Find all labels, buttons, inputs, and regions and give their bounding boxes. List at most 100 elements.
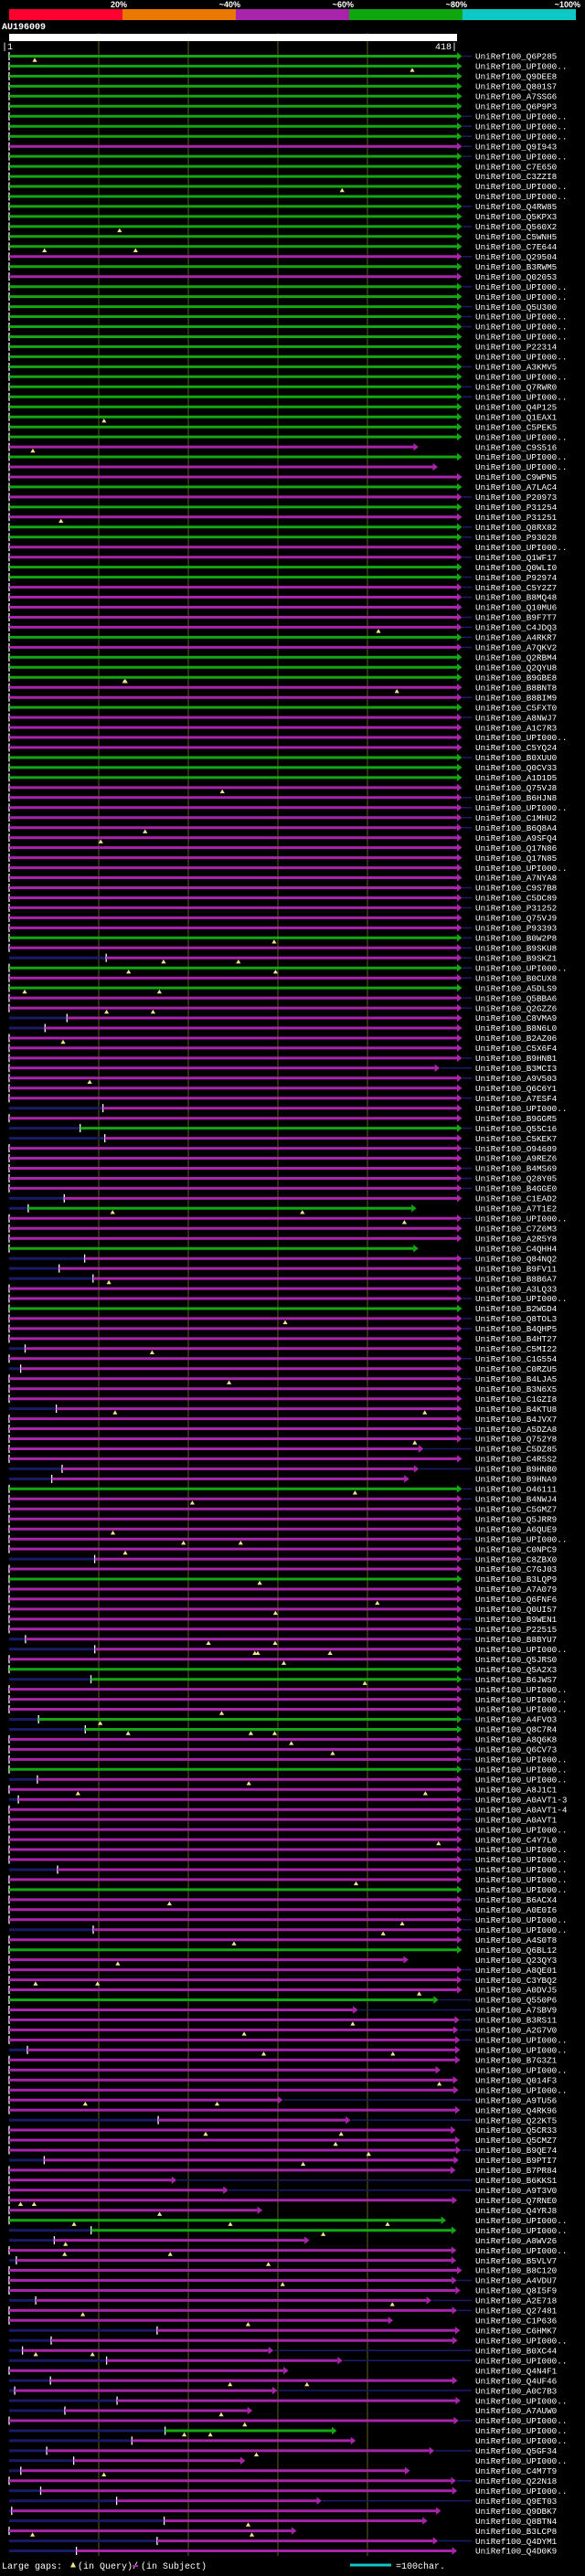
svg-text:UniRef100_C4JDQ3: UniRef100_C4JDQ3	[475, 623, 557, 633]
svg-text:UniRef100_Q02053: UniRef100_Q02053	[475, 272, 557, 282]
svg-text:UniRef100_B9FV11: UniRef100_B9FV11	[475, 1264, 558, 1274]
svg-text:UniRef100_Q2RBM4: UniRef100_Q2RBM4	[475, 653, 558, 663]
svg-text:UniRef100_Q5U300: UniRef100_Q5U300	[475, 302, 557, 313]
svg-text:UniRef100_B9SKZ1: UniRef100_B9SKZ1	[475, 953, 558, 963]
svg-text:UniRef100_Q9DBK7: UniRef100_Q9DBK7	[475, 2507, 557, 2517]
svg-text:UniRef100_C5YQ24: UniRef100_C5YQ24	[475, 743, 558, 753]
svg-text:UniRef100_UPI000..: UniRef100_UPI000..	[475, 2396, 567, 2406]
svg-text:UniRef100_Q17N86: UniRef100_Q17N86	[475, 843, 557, 853]
svg-text:UniRef100_Q4D0K9: UniRef100_Q4D0K9	[475, 2547, 557, 2557]
svg-text:UniRef100_Q55C16: UniRef100_Q55C16	[475, 1124, 557, 1134]
svg-text:UniRef100_A8NWJ7: UniRef100_A8NWJ7	[475, 713, 557, 723]
svg-text:UniRef100_UPI000..: UniRef100_UPI000..	[475, 1104, 567, 1114]
svg-text:UniRef100_B8C120: UniRef100_B8C120	[475, 2266, 557, 2276]
svg-text:UniRef100_Q4N4F1: UniRef100_Q4N4F1	[475, 2366, 558, 2376]
svg-text:UniRef100_Q5JRS0: UniRef100_Q5JRS0	[475, 1655, 557, 1665]
svg-text:UniRef100_UPI000..: UniRef100_UPI000..	[475, 292, 567, 302]
svg-text:Large gaps:: Large gaps:	[2, 2562, 62, 2572]
svg-text:UniRef100_B9GGR5: UniRef100_B9GGR5	[475, 1114, 557, 1124]
svg-text:UniRef100_B9WEN1: UniRef100_B9WEN1	[475, 1615, 558, 1625]
svg-text:UniRef100_B8BNT8: UniRef100_B8BNT8	[475, 683, 557, 693]
svg-text:UniRef100_A1D1D5: UniRef100_A1D1D5	[475, 773, 557, 783]
svg-text:UniRef100_C5GMZ7: UniRef100_C5GMZ7	[475, 1505, 557, 1515]
svg-text:UniRef100_Q014F3: UniRef100_Q014F3	[475, 2075, 557, 2085]
svg-text:UniRef100_C8VMA9: UniRef100_C8VMA9	[475, 1013, 557, 1023]
svg-text:UniRef100_UPI000..: UniRef100_UPI000..	[475, 1534, 567, 1544]
svg-text:UniRef100_Q5BBA6: UniRef100_Q5BBA6	[475, 993, 557, 1003]
svg-text:UniRef100_Q5CR33: UniRef100_Q5CR33	[475, 2125, 557, 2136]
svg-text:UniRef100_A7A079: UniRef100_A7A079	[475, 1585, 557, 1595]
svg-text:UniRef100_Q8I5F9: UniRef100_Q8I5F9	[475, 2286, 557, 2296]
svg-text:UniRef100_C6HMK7: UniRef100_C6HMK7	[475, 2327, 557, 2337]
svg-text:UniRef100_Q5CMZ7: UniRef100_Q5CMZ7	[475, 2136, 557, 2146]
svg-text:UniRef100_Q9I943: UniRef100_Q9I943	[475, 142, 557, 152]
svg-text:UniRef100_UPI000..: UniRef100_UPI000..	[475, 2337, 567, 2347]
svg-text:UniRef100_A7NYA8: UniRef100_A7NYA8	[475, 874, 557, 884]
svg-text:UniRef100_Q4RW85: UniRef100_Q4RW85	[475, 202, 557, 212]
svg-text:UniRef100_UPI000..: UniRef100_UPI000..	[475, 353, 567, 363]
svg-text:UniRef100_UPI000..: UniRef100_UPI000..	[475, 282, 567, 292]
svg-text:UniRef100_A7AUW0: UniRef100_A7AUW0	[475, 2406, 557, 2416]
svg-text:UniRef100_Q8TOL3: UniRef100_Q8TOL3	[475, 1314, 557, 1324]
svg-text:UniRef100_C9WPN5: UniRef100_C9WPN5	[475, 472, 557, 482]
svg-text:UniRef100_UPI000..: UniRef100_UPI000..	[475, 2226, 567, 2236]
svg-text:UniRef100_UPI000..: UniRef100_UPI000..	[475, 1855, 567, 1865]
svg-text:UniRef100_A9REZ6: UniRef100_A9REZ6	[475, 1154, 557, 1164]
svg-text:UniRef100_Q4P125: UniRef100_Q4P125	[475, 402, 557, 412]
svg-text:UniRef100_O46111: UniRef100_O46111	[475, 1485, 558, 1495]
svg-text:UniRef100_UPI000..: UniRef100_UPI000..	[475, 1695, 567, 1705]
svg-text:UniRef100_UPI000..: UniRef100_UPI000..	[475, 1825, 567, 1835]
svg-text:UniRef100_Q23QY3: UniRef100_Q23QY3	[475, 1956, 557, 1966]
svg-text:UniRef100_B4KTU8: UniRef100_B4KTU8	[475, 1405, 557, 1415]
svg-text:UniRef100_Q6CV73: UniRef100_Q6CV73	[475, 1745, 557, 1755]
svg-text:UniRef100_C7Z6M3: UniRef100_C7Z6M3	[475, 1224, 557, 1235]
svg-text:UniRef100_B3RWM5: UniRef100_B3RWM5	[475, 262, 557, 272]
svg-text:UniRef100_B4MS69: UniRef100_B4MS69	[475, 1164, 557, 1174]
svg-text:UniRef100_A3KMV5: UniRef100_A3KMV5	[475, 363, 557, 373]
svg-text:UniRef100_C5KEK7: UniRef100_C5KEK7	[475, 1134, 557, 1144]
svg-text:UniRef100_B4LJA5: UniRef100_B4LJA5	[475, 1374, 557, 1384]
svg-text:UniRef100_C5FXT0: UniRef100_C5FXT0	[475, 703, 557, 713]
svg-text:UniRef100_A7T1E2: UniRef100_A7T1E2	[475, 1204, 557, 1214]
svg-text:UniRef100_UPI000..: UniRef100_UPI000..	[475, 963, 567, 973]
svg-text:UniRef100_UPI000..: UniRef100_UPI000..	[475, 1294, 567, 1304]
svg-text:UniRef100_B0XC44: UniRef100_B0XC44	[475, 2346, 558, 2356]
svg-text:UniRef100_Q22N18: UniRef100_Q22N18	[475, 2476, 557, 2486]
svg-text:UniRef100_C5Y2Z7: UniRef100_C5Y2Z7	[475, 583, 557, 593]
svg-text:UniRef100_UPI000..: UniRef100_UPI000..	[475, 2486, 567, 2496]
svg-text:UniRef100_UPI000..: UniRef100_UPI000..	[475, 62, 567, 72]
svg-text:UniRef100_B6Q8A4: UniRef100_B6Q8A4	[475, 823, 558, 833]
svg-text:UniRef100_UPI000..: UniRef100_UPI000..	[475, 333, 567, 343]
svg-text:UniRef100_UPI000..: UniRef100_UPI000..	[475, 323, 567, 333]
svg-text:UniRef100_P20973: UniRef100_P20973	[475, 493, 557, 503]
svg-text:UniRef100_C9S516: UniRef100_C9S516	[475, 442, 557, 452]
svg-text:UniRef100_C1MHU2: UniRef100_C1MHU2	[475, 813, 557, 823]
svg-text:(in Query)/: (in Query)/	[78, 2561, 138, 2572]
svg-text:UniRef100_C5WNH5: UniRef100_C5WNH5	[475, 232, 557, 242]
svg-text:UniRef100_C8ZBX0: UniRef100_C8ZBX0	[475, 1554, 557, 1564]
svg-text:UniRef100_Q7RNE0: UniRef100_Q7RNE0	[475, 2196, 557, 2206]
svg-text:AU196009: AU196009	[2, 23, 46, 33]
svg-text:UniRef100_A0E0I6: UniRef100_A0E0I6	[475, 1905, 557, 1915]
svg-text:UniRef100_Q6BL12: UniRef100_Q6BL12	[475, 1945, 557, 1956]
svg-text:UniRef100_O94609: UniRef100_O94609	[475, 1144, 557, 1154]
svg-text:UniRef100_Q75VJ8: UniRef100_Q75VJ8	[475, 783, 557, 793]
svg-text:UniRef100_B6ACX4: UniRef100_B6ACX4	[475, 1895, 558, 1905]
svg-text:UniRef100_UPI000..: UniRef100_UPI000..	[475, 2036, 567, 2046]
svg-text:UniRef100_A8Q6K8: UniRef100_A8Q6K8	[475, 1735, 557, 1745]
svg-text:UniRef100_B4JVX7: UniRef100_B4JVX7	[475, 1415, 557, 1425]
svg-text:UniRef100_UPI000..: UniRef100_UPI000..	[475, 192, 567, 202]
svg-text:UniRef100_UPI000..: UniRef100_UPI000..	[475, 132, 567, 142]
svg-text:~80%: ~80%	[446, 0, 467, 9]
svg-text:UniRef100_Q10MU6: UniRef100_Q10MU6	[475, 603, 557, 613]
svg-text:UniRef100_C5DZ85: UniRef100_C5DZ85	[475, 1445, 557, 1455]
svg-text:UniRef100_Q84NQ2: UniRef100_Q84NQ2	[475, 1254, 557, 1264]
svg-text:UniRef100_C4Y7L0: UniRef100_C4Y7L0	[475, 1835, 557, 1845]
svg-text:UniRef100_UPI000..: UniRef100_UPI000..	[475, 1845, 567, 1855]
svg-text:UniRef100_A8WV26: UniRef100_A8WV26	[475, 2236, 557, 2246]
svg-text:UniRef100_Q8RX82: UniRef100_Q8RX82	[475, 523, 557, 533]
svg-text:UniRef100_UPI000..: UniRef100_UPI000..	[475, 2046, 567, 2056]
svg-text:UniRef100_Q4UF46: UniRef100_Q4UF46	[475, 2376, 557, 2386]
svg-text:UniRef100_B7PR84: UniRef100_B7PR84	[475, 2166, 558, 2176]
svg-text:UniRef100_Q6P285: UniRef100_Q6P285	[475, 52, 557, 62]
